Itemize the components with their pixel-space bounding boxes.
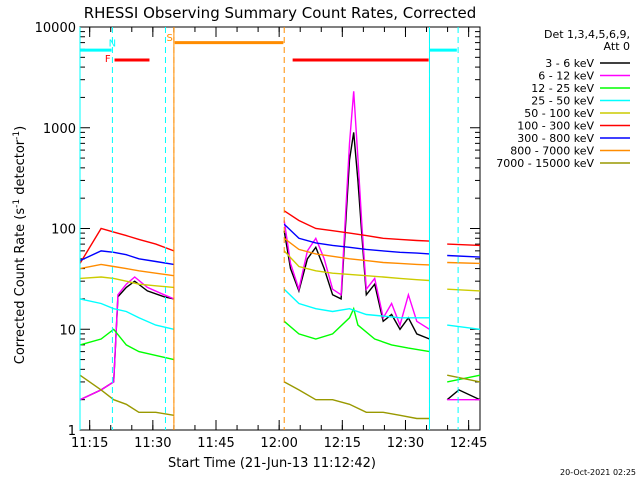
ylabel-mid: detector [13,139,28,199]
legend-label: 50 - 100 keV [524,107,594,120]
legend-header-line2: Att 0 [604,40,630,53]
series-line-6 [447,254,481,258]
plot-area: 1 10 100 1000 10000 11:15 11:30 11:45 12:00 12:15… [35,21,488,451]
y-axis-label: Corrected Count Rate (s-1 detector-1) [12,126,28,364]
series-line-2 [79,328,175,361]
series-line-7 [283,237,430,266]
x-tick-label: 11:15 [71,436,108,451]
series-line-6 [283,223,430,255]
series-line-3 [447,324,481,330]
ylabel-sup2: -1 [12,131,22,140]
legend-label: 6 - 12 keV [538,70,594,83]
flag-label: F [105,54,111,65]
legend-label: 100 - 300 keV [517,120,594,133]
series-line-7 [447,261,481,265]
ylabel-sup1: -1 [12,199,22,208]
series-line-1 [79,276,175,401]
x-tick-label: 12:30 [387,436,424,451]
ylabel-main: Corrected Count Rate (s [13,208,28,365]
series-line-4 [447,288,481,292]
legend-label: 12 - 25 keV [531,82,594,95]
series-line-5 [447,243,481,247]
x-tick-label: 11:45 [197,436,234,451]
y-tick-label: 1000 [43,122,76,137]
y-tick-label: 100 [51,223,76,238]
x-tick-label: 11:30 [134,436,171,451]
x-axis-label: Start Time (21-Jun-13 11:12:42) [168,456,376,471]
flag-label: S [167,33,173,44]
series-line-3 [283,288,430,319]
ylabel-end: ) [13,126,28,131]
legend-label: 300 - 800 keV [517,132,594,145]
series-line-4 [283,250,430,282]
series-line-5 [283,210,430,242]
y-tick-label: 10 [59,323,76,338]
y-tick-label: 10000 [35,21,76,36]
series-line-1 [283,91,430,330]
series-line-6 [79,250,175,266]
series-line-7 [79,263,174,277]
legend-header-line1: Det 1,3,4,5,6,9, [544,28,630,41]
series-line-2 [283,306,430,353]
series-line-8 [79,374,175,416]
legend-label: 7000 - 15000 keV [496,157,594,170]
series-line-3 [79,298,175,330]
legend-label: 800 - 7000 keV [510,145,594,158]
plot-frame [79,26,481,431]
x-tick-label: 12:15 [324,436,361,451]
series-line-8 [447,374,481,383]
series-line-0 [446,389,481,401]
series-line-0 [283,132,430,340]
y-tick-label: 1 [68,424,76,439]
chart-title: RHESSI Observing Summary Count Rates, Co… [84,4,477,22]
legend-label: 25 - 50 keV [531,95,594,108]
series-line-8 [283,381,430,420]
x-tick-label: 12:00 [260,436,297,451]
svg-text:Corrected Count Rate (s-1 dete: Corrected Count Rate (s-1 detector-1) [12,126,28,364]
flag-label: N [109,39,116,50]
series-line-4 [79,276,174,289]
legend-label: 3 - 6 keV [545,57,594,70]
footer-date: 20-Oct-2021 02:25 [560,468,636,477]
x-tick-label: 12:45 [450,436,487,451]
series-line-5 [79,227,175,264]
